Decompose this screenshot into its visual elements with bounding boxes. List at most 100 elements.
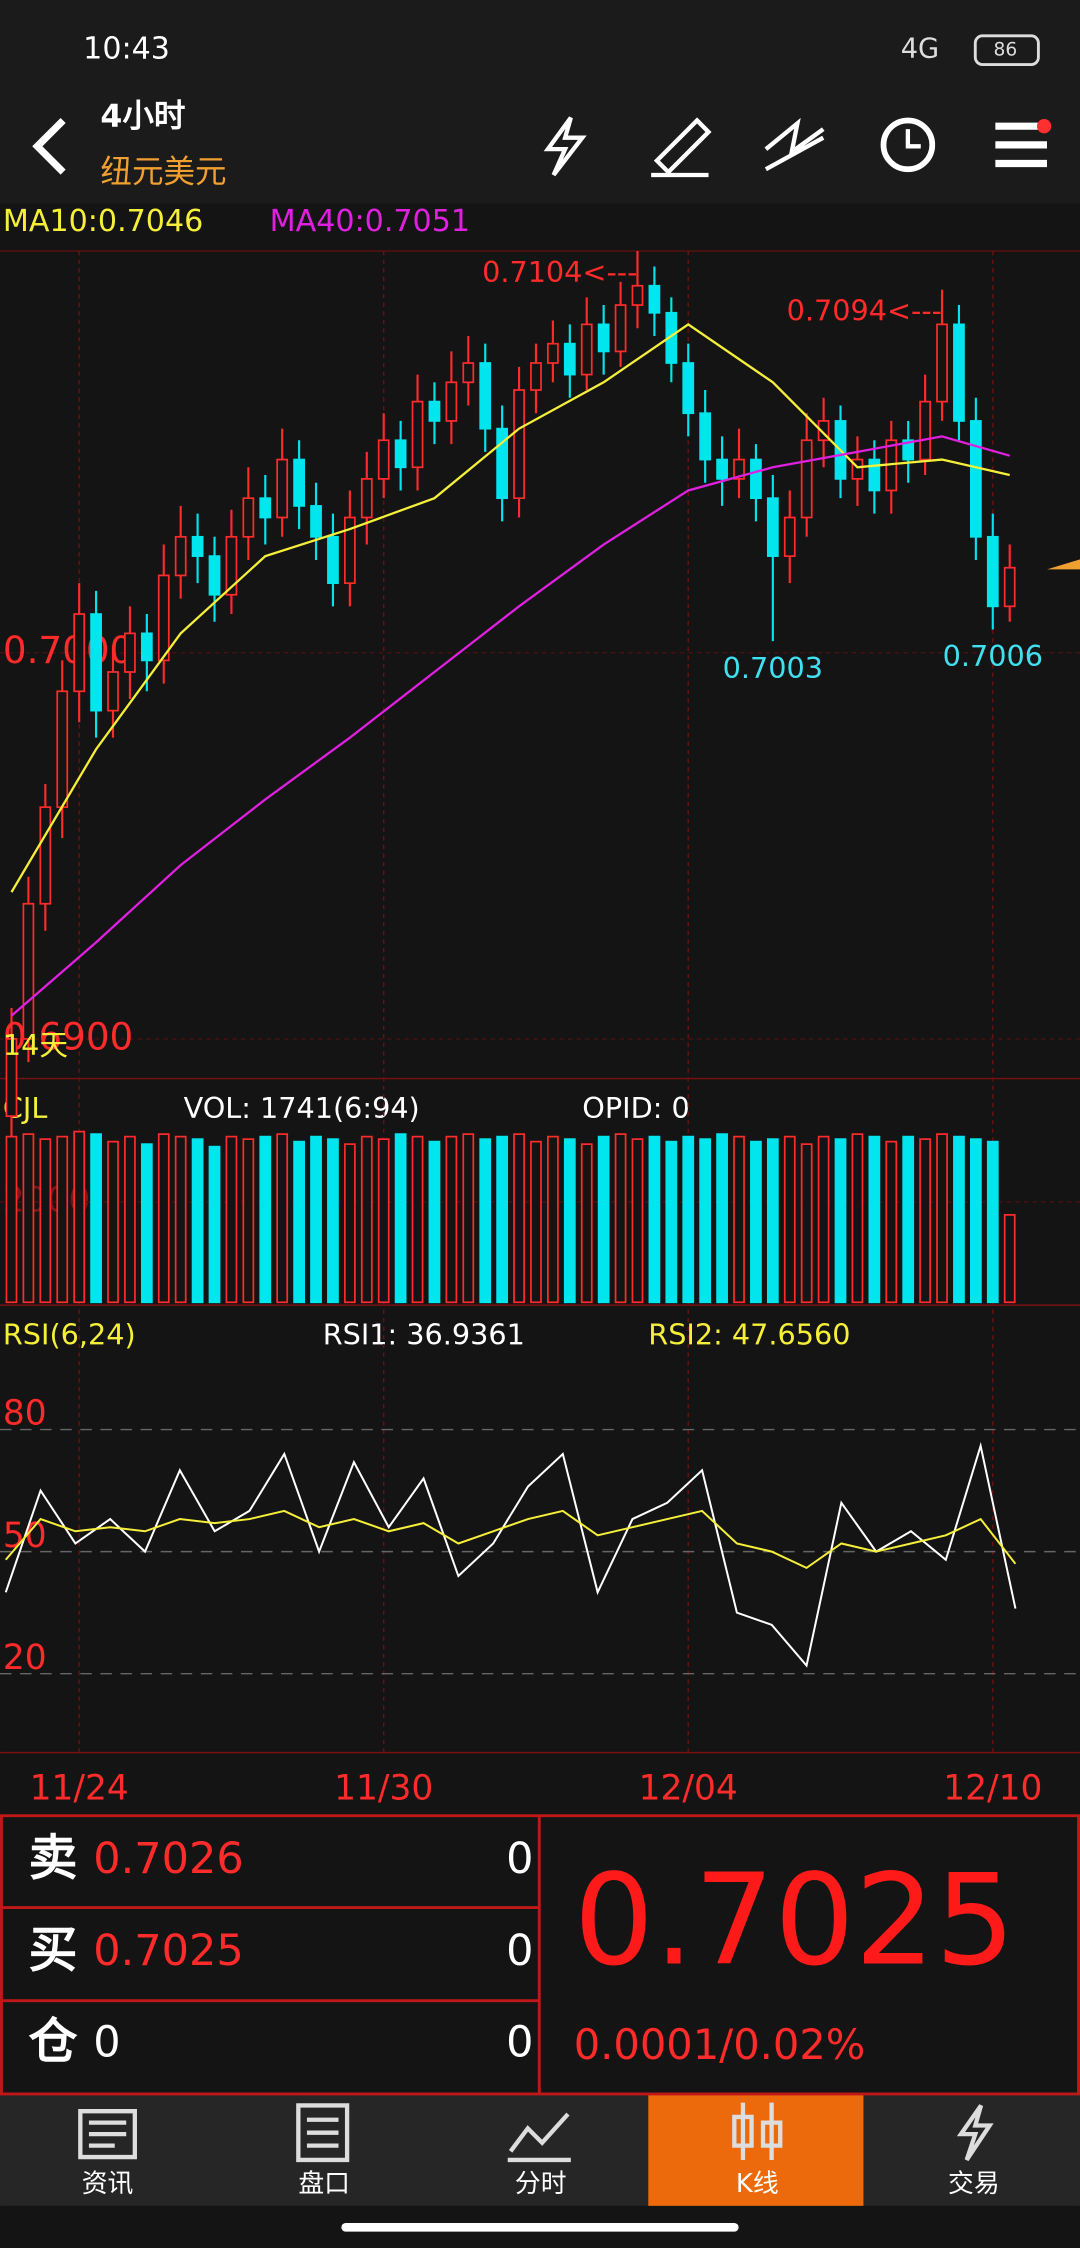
candle-body xyxy=(851,458,864,480)
nav-item[interactable]: 资讯 xyxy=(82,2169,134,2199)
volume-bar xyxy=(597,1135,610,1304)
volume-bar xyxy=(479,1138,492,1304)
price-change: 0.0001/0.02% xyxy=(574,2020,866,2069)
indicator-icon[interactable] xyxy=(764,117,825,172)
nav-item[interactable]: 交易 xyxy=(948,2169,1000,2199)
candle-body xyxy=(310,505,322,538)
candle-body xyxy=(733,458,745,480)
draw-icon[interactable] xyxy=(651,117,712,178)
candle-body xyxy=(1003,566,1016,608)
flash-icon[interactable] xyxy=(543,116,587,177)
nav-item[interactable]: 盘口 xyxy=(298,2169,350,2199)
volume-bar xyxy=(936,1133,948,1304)
candle-body xyxy=(496,427,509,500)
candle-body xyxy=(699,412,712,461)
volume-bar xyxy=(868,1135,881,1304)
y-tick-label: 0.7000 xyxy=(3,628,133,672)
candle-body xyxy=(800,439,813,519)
volume-bar xyxy=(124,1135,136,1304)
volume-bar xyxy=(682,1135,695,1304)
volume-bar xyxy=(259,1135,272,1304)
volume-bar xyxy=(800,1143,813,1304)
candle-body xyxy=(580,323,593,376)
volume-bar xyxy=(225,1135,238,1304)
candle-body xyxy=(783,516,796,557)
candle-body xyxy=(462,362,475,384)
volume-bar xyxy=(5,1135,18,1304)
candle-body xyxy=(682,362,695,415)
rsi2-value: RSI2: 47.6560 xyxy=(648,1318,850,1352)
price-pointer xyxy=(1046,559,1080,570)
candle-body xyxy=(377,439,390,480)
rsi2-line xyxy=(4,1509,1017,1570)
candle-body xyxy=(411,400,424,469)
volume-bar xyxy=(547,1135,559,1304)
menu-badge xyxy=(1036,119,1052,134)
volume-bar xyxy=(986,1140,999,1304)
range-label: 14天 xyxy=(3,1028,68,1062)
period[interactable]: 4小时 xyxy=(100,99,185,135)
candle-body xyxy=(22,902,35,1040)
nav-icon xyxy=(296,2103,350,2163)
sell-qty: 0 xyxy=(506,1834,533,1884)
volume-bar xyxy=(716,1133,728,1304)
nav-item[interactable]: K线 xyxy=(736,2169,779,2199)
volume-bar xyxy=(783,1135,796,1304)
status-battery: 86 xyxy=(994,40,1018,61)
volume-bar xyxy=(73,1130,86,1304)
back-button[interactable] xyxy=(32,117,66,175)
volume-bar xyxy=(428,1140,441,1304)
volume-bar xyxy=(953,1135,965,1304)
volume-bar xyxy=(919,1138,931,1304)
position-qty: 0 xyxy=(506,2018,533,2068)
volume-bar xyxy=(817,1135,830,1304)
candle-body xyxy=(73,613,86,693)
volume-bar xyxy=(22,1133,35,1304)
candle-body xyxy=(986,535,999,608)
candle-body xyxy=(919,400,931,461)
status-network: 4G xyxy=(901,34,939,65)
volume-bar xyxy=(462,1133,475,1304)
candle-body xyxy=(140,632,153,662)
candle-body xyxy=(428,400,441,422)
home-indicator xyxy=(341,2223,739,2232)
candle-body xyxy=(56,690,69,809)
candle-body xyxy=(5,1038,18,1118)
rsi-title: RSI(6,24) xyxy=(3,1318,136,1352)
position-value: 0 xyxy=(93,2018,120,2068)
low-label: 0.7006 xyxy=(943,639,1043,673)
candle-body xyxy=(614,304,627,353)
quote-panel: 卖 0.7026 0 买 0.7025 0 仓 0 0 0.7025 0.000… xyxy=(0,1814,1080,2096)
clock-icon[interactable] xyxy=(880,117,936,173)
x-tick-label: 12/10 xyxy=(943,1768,1042,1808)
ma40-line xyxy=(10,435,1011,1017)
candle-body xyxy=(902,439,915,461)
candle-body xyxy=(716,458,728,480)
volume-bar xyxy=(733,1135,745,1304)
rsi-tick-label: 20 xyxy=(3,1638,47,1678)
candle-body xyxy=(766,497,779,557)
low-label: 0.7003 xyxy=(723,651,823,685)
volume-bar xyxy=(377,1138,390,1304)
candle-body xyxy=(90,613,102,712)
x-tick-label: 11/24 xyxy=(30,1768,129,1808)
candle-body xyxy=(107,671,119,712)
position-label: 仓 xyxy=(29,2014,78,2070)
candle-body xyxy=(597,323,610,353)
candle-body xyxy=(327,535,339,585)
candle-body xyxy=(665,311,678,364)
volume-bar xyxy=(208,1145,221,1304)
ma10-label: MA10:0.7046 xyxy=(3,204,203,239)
nav-item[interactable]: 分时 xyxy=(515,2169,567,2199)
candle-body xyxy=(360,478,373,519)
volume-bar xyxy=(750,1140,762,1304)
volume-bar xyxy=(851,1133,864,1304)
high-label: 0.7104<--- xyxy=(482,255,637,289)
volume-bar xyxy=(496,1135,509,1304)
candle-body xyxy=(648,284,661,314)
volume-bar xyxy=(157,1133,170,1304)
buy-qty: 0 xyxy=(506,1926,533,1976)
volume-bar xyxy=(343,1143,356,1304)
candle-body xyxy=(953,323,965,422)
candle-body xyxy=(39,806,52,905)
